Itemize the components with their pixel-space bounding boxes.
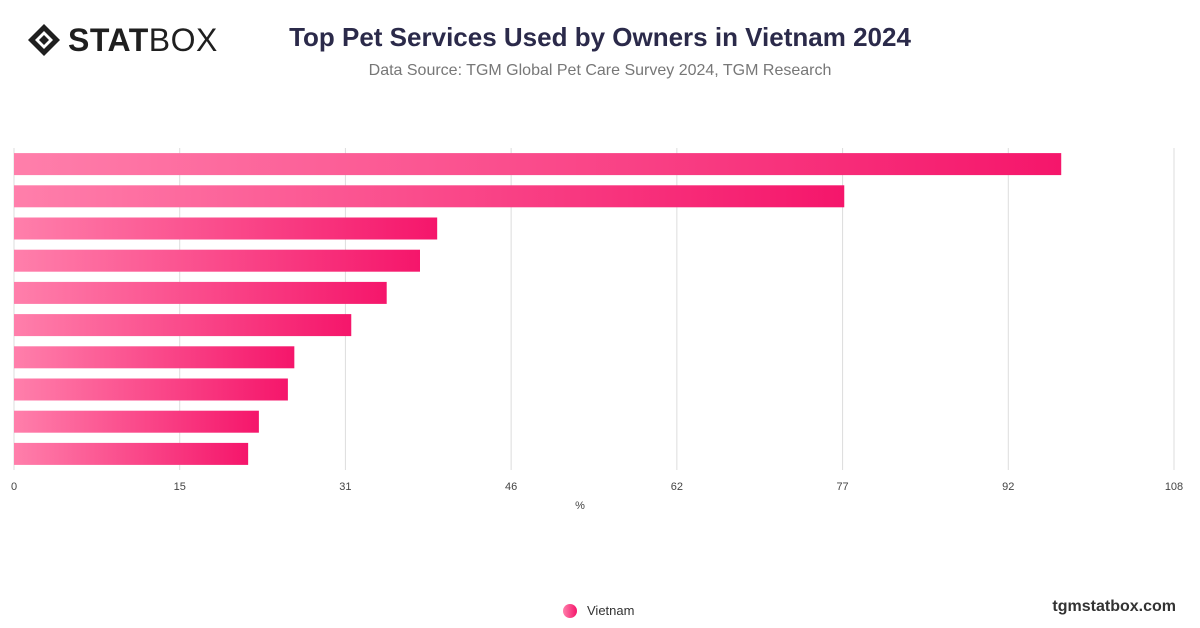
bar	[14, 346, 295, 369]
bar	[14, 153, 1062, 176]
bar	[14, 378, 288, 401]
x-axis-label: %	[575, 500, 585, 512]
statbox-logo[interactable]: STATBOX	[26, 22, 218, 58]
bar	[14, 314, 352, 337]
x-tick-label: 77	[836, 481, 848, 493]
bar	[14, 410, 259, 433]
chart-subtitle: Data Source: TGM Global Pet Care Survey …	[368, 62, 832, 79]
x-tick-label: 92	[1002, 481, 1014, 493]
legend-label: Vietnam	[587, 603, 635, 618]
x-tick-label: 0	[11, 481, 17, 493]
x-tick-label: 46	[505, 481, 517, 493]
x-tick-label: 31	[339, 481, 351, 493]
logo-text-bold: STAT	[68, 22, 149, 58]
statbox-diamond-icon	[28, 24, 60, 56]
bar	[14, 249, 420, 272]
bar	[14, 442, 249, 465]
site-link[interactable]: tgmstatbox.com	[1052, 598, 1176, 615]
bar	[14, 281, 387, 304]
x-tick-label: 15	[174, 481, 186, 493]
legend[interactable]: Vietnam	[563, 603, 634, 618]
x-tick-label: 108	[1165, 481, 1183, 493]
bar	[14, 217, 438, 240]
bar	[14, 185, 845, 208]
chart-title: Top Pet Services Used by Owners in Vietn…	[289, 22, 911, 52]
legend-swatch	[563, 603, 577, 618]
logo-text-light: BOX	[148, 22, 218, 58]
x-tick-label: 62	[671, 481, 683, 493]
logo-text: STATBOX	[68, 22, 218, 58]
